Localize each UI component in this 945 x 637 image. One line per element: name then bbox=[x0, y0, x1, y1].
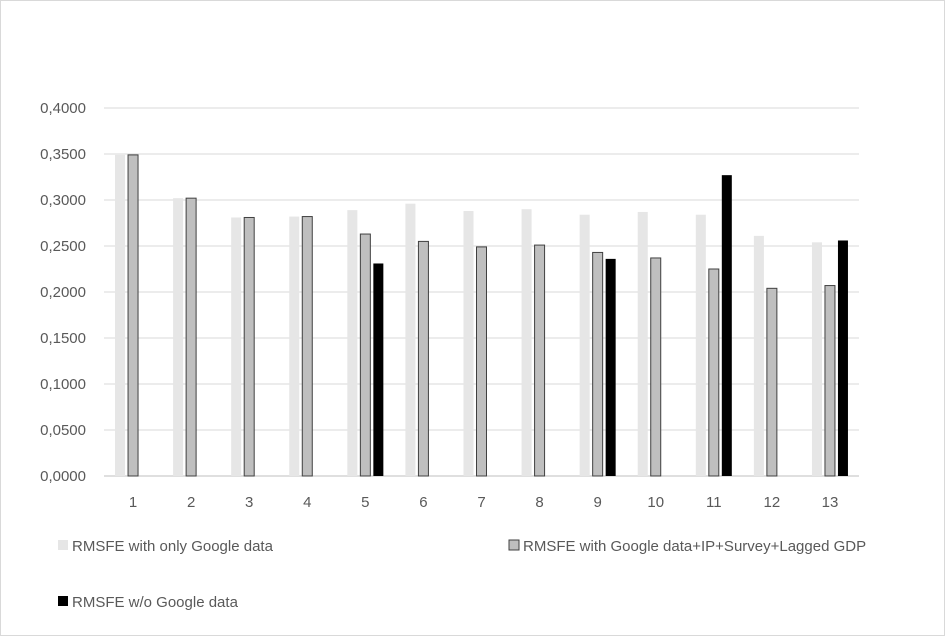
legend-swatch bbox=[58, 540, 68, 550]
legend-swatch bbox=[58, 596, 68, 606]
bar-series-1 bbox=[463, 211, 474, 477]
x-tick-label: 8 bbox=[535, 494, 543, 511]
y-tick-label: 0,4000 bbox=[40, 100, 86, 117]
bar-series-1 bbox=[695, 214, 706, 476]
bar-series-2 bbox=[417, 240, 429, 477]
x-tick-label: 7 bbox=[477, 494, 485, 511]
bar-series-1 bbox=[115, 154, 126, 477]
legend-label: RMSFE w/o Google data bbox=[72, 594, 239, 611]
x-tick-label: 13 bbox=[822, 494, 839, 511]
bar-series-2 bbox=[243, 216, 255, 477]
y-tick-label: 0,1500 bbox=[40, 330, 86, 347]
bar-series-2 bbox=[185, 197, 197, 477]
x-tick-label: 4 bbox=[303, 494, 311, 511]
bar-series-2 bbox=[359, 233, 371, 477]
x-tick-label: 6 bbox=[419, 494, 427, 511]
bar-series-2 bbox=[127, 154, 139, 477]
y-tick-label: 0,3500 bbox=[40, 146, 86, 163]
x-tick-label: 11 bbox=[706, 494, 722, 511]
bar-series-2 bbox=[708, 268, 720, 477]
bar-series-1 bbox=[347, 210, 358, 476]
x-tick-label: 5 bbox=[361, 494, 369, 511]
bar-series-1 bbox=[173, 198, 184, 476]
bar-series-1 bbox=[289, 216, 300, 476]
x-tick-label: 10 bbox=[647, 494, 664, 511]
y-tick-label: 0,3000 bbox=[40, 192, 86, 209]
legend: RMSFE with only Google data RMSFE with Go… bbox=[58, 538, 866, 611]
bar-series-3 bbox=[721, 175, 732, 476]
bar-series-2 bbox=[824, 285, 836, 477]
bar-series-1 bbox=[579, 214, 590, 476]
bar-series-2 bbox=[301, 216, 313, 477]
x-tick-label: 12 bbox=[764, 494, 781, 511]
bar-series-3 bbox=[837, 240, 848, 476]
bar-series-1 bbox=[811, 242, 822, 476]
bar-series-1 bbox=[521, 209, 532, 476]
bar-series-2 bbox=[592, 251, 604, 477]
y-tick-label: 0,2000 bbox=[40, 284, 86, 301]
y-tick-label: 0,0500 bbox=[40, 422, 86, 439]
x-tick-label: 1 bbox=[129, 494, 137, 511]
bar-series-2 bbox=[650, 257, 662, 477]
bar-series-3 bbox=[373, 263, 384, 476]
x-axis-ticks: 1 2 3 4 5 6 7 8 9 10 11 12 13 bbox=[129, 494, 838, 511]
y-tick-label: 0,0000 bbox=[40, 468, 86, 485]
bars bbox=[115, 154, 848, 477]
legend-swatch bbox=[508, 539, 520, 551]
bar-series-2 bbox=[476, 246, 487, 477]
bar-series-2 bbox=[766, 287, 778, 477]
y-tick-label: 0,1000 bbox=[40, 376, 86, 393]
bar-series-3 bbox=[605, 258, 616, 476]
legend-label: RMSFE with only Google data bbox=[72, 538, 274, 555]
bar-series-1 bbox=[753, 235, 764, 476]
bar-series-2 bbox=[534, 244, 546, 477]
legend-label: RMSFE with Google data+IP+Survey+Lagged … bbox=[523, 538, 866, 555]
x-tick-label: 3 bbox=[245, 494, 253, 511]
bar-series-1 bbox=[405, 203, 416, 476]
bar-series-1 bbox=[231, 217, 242, 477]
x-tick-label: 2 bbox=[187, 494, 195, 511]
x-tick-label: 9 bbox=[593, 494, 601, 511]
y-tick-label: 0,2500 bbox=[40, 238, 86, 255]
y-axis-ticks: 0,0000 0,0500 0,1000 0,1500 0,2000 0,2500 0,30… bbox=[40, 100, 86, 485]
bar-series-1 bbox=[637, 211, 648, 476]
